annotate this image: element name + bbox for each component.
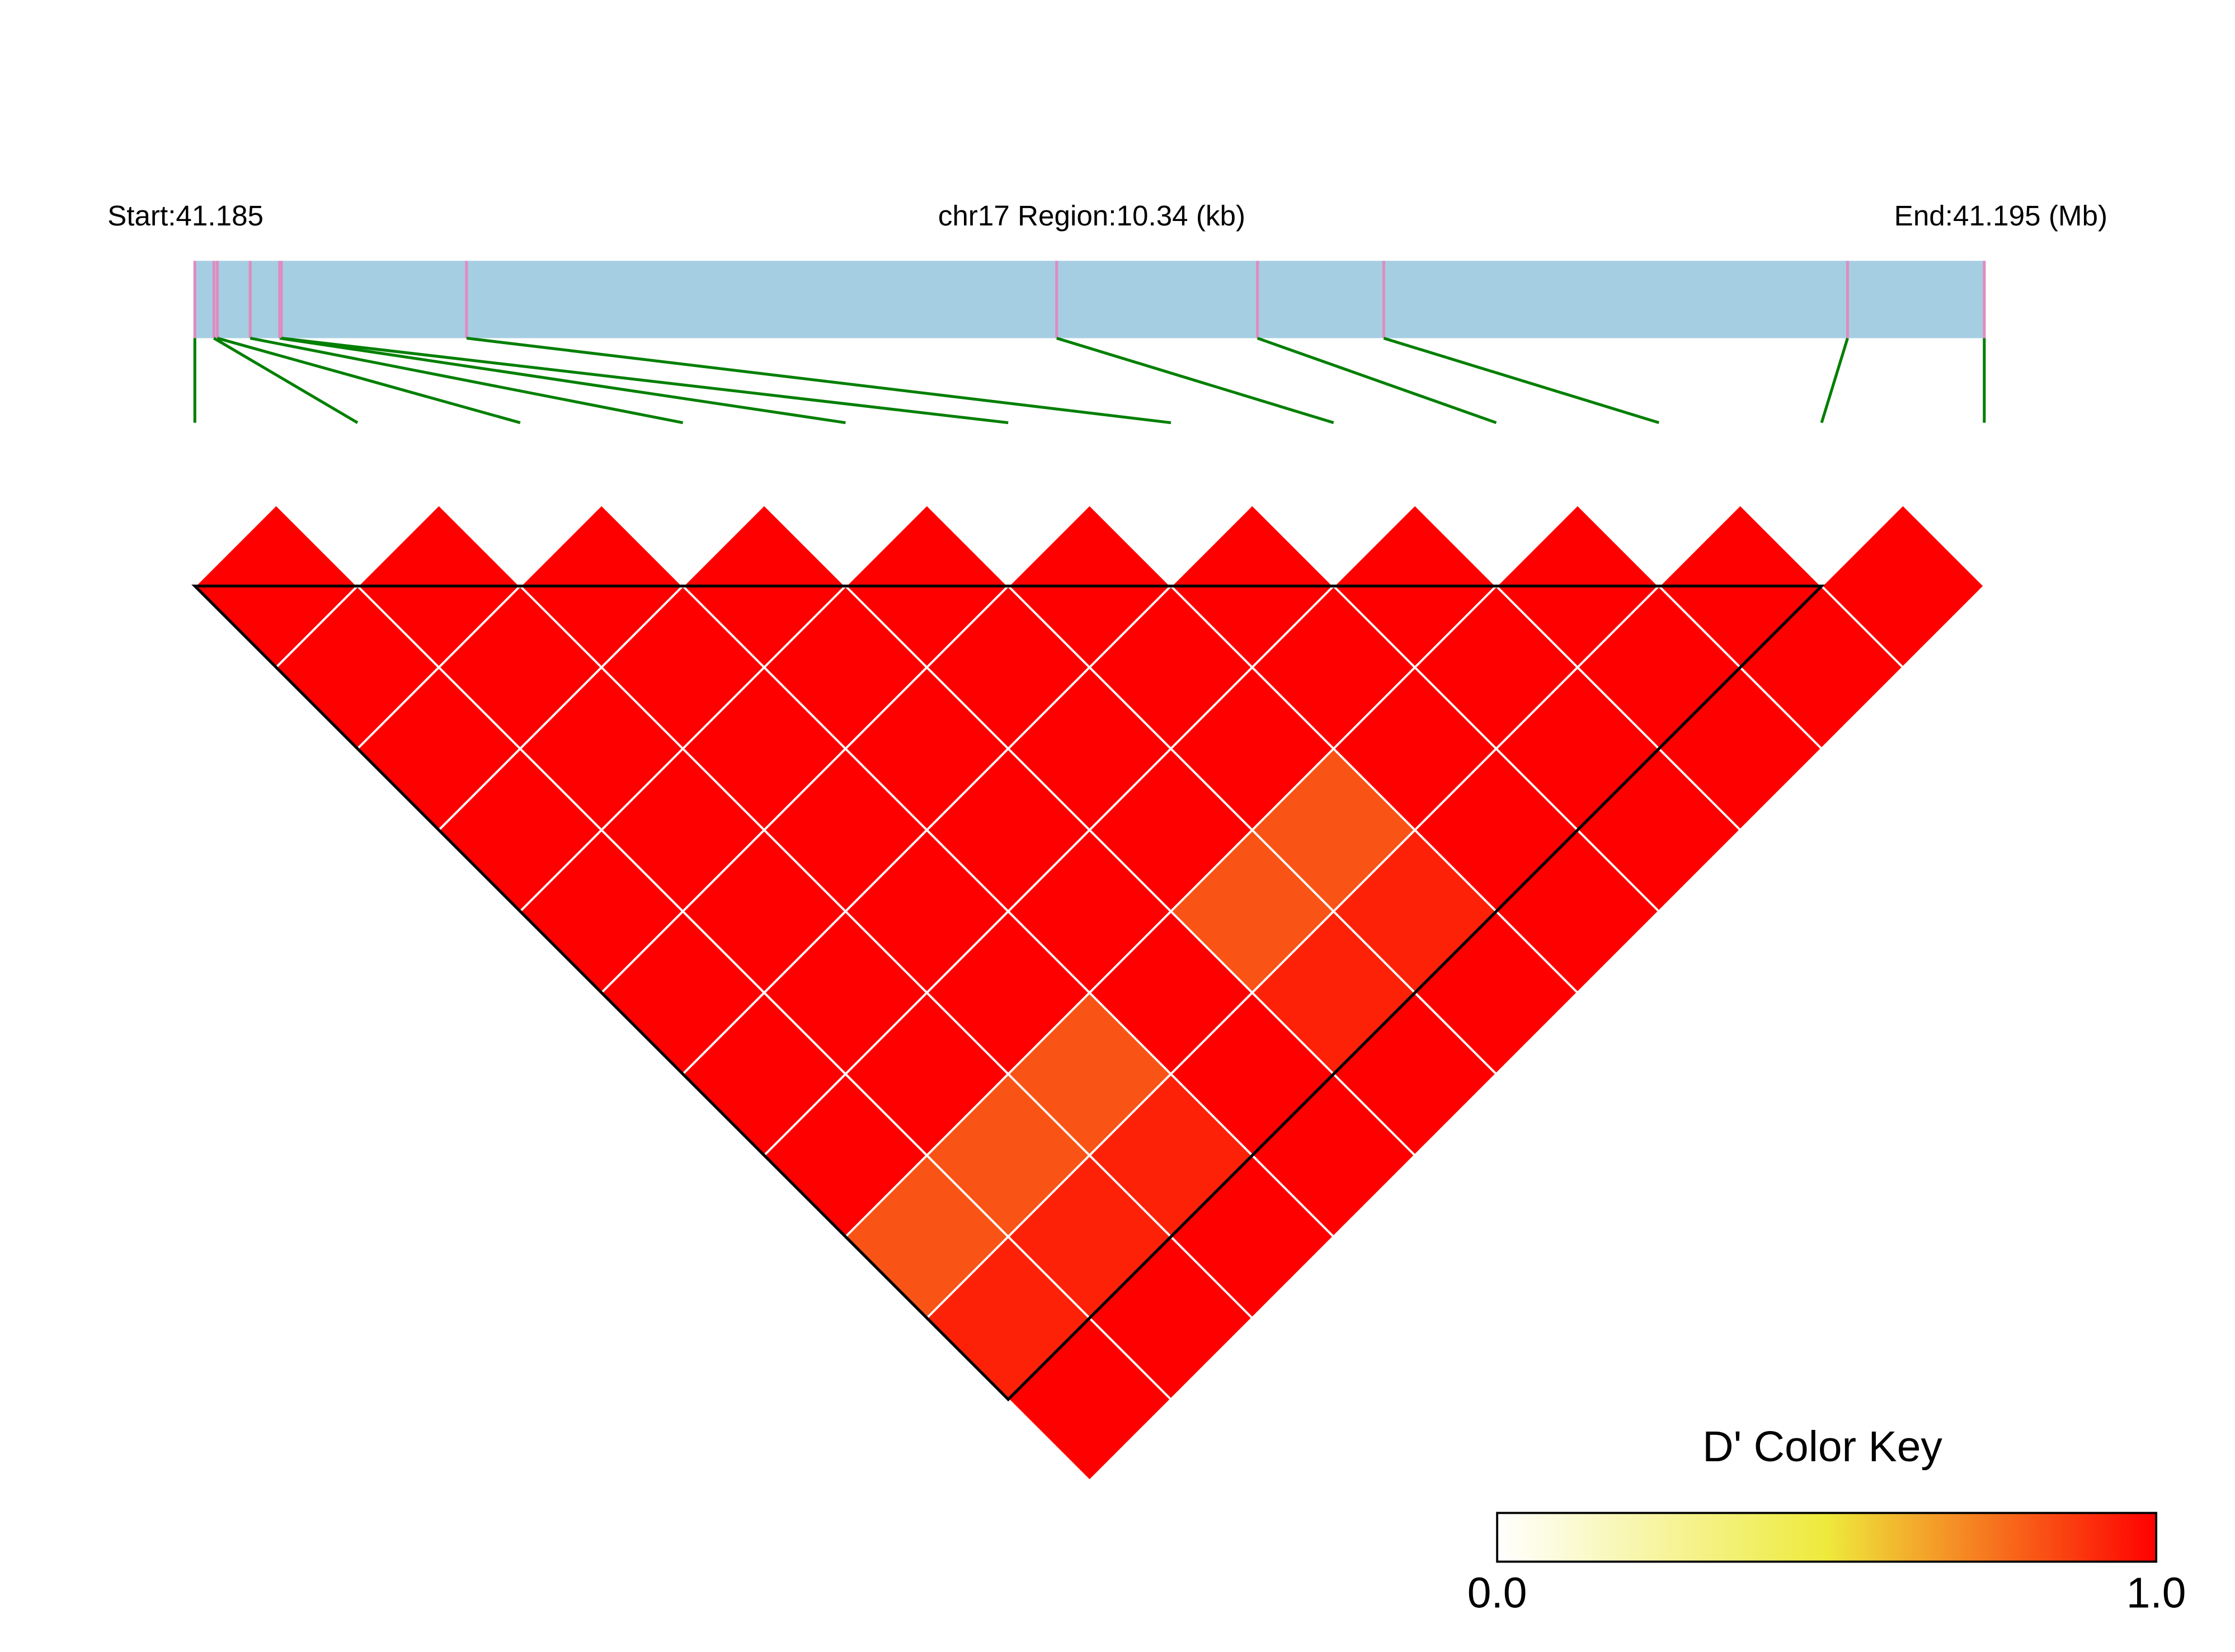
- region-bar: [195, 261, 1984, 338]
- key-tick-label: 0.0: [1467, 1569, 1527, 1617]
- snp-connector: [213, 337, 359, 424]
- snp-connector: [250, 337, 684, 425]
- snp-connector: [279, 336, 846, 425]
- snp-connector: [281, 336, 1009, 425]
- key-tick-label: 1.0: [2126, 1569, 2186, 1617]
- ld-cell: [1820, 503, 1986, 669]
- snp-connector: [1257, 337, 1497, 425]
- snp-connector: [1383, 337, 1660, 425]
- region-label: chr17 Region:10.34 (kb): [938, 200, 1245, 232]
- snp-connector: [1820, 337, 1849, 423]
- ld-block: [191, 584, 1825, 1402]
- snp-connector: [217, 337, 521, 425]
- start-label: Start:41.185: [107, 200, 264, 232]
- snp-connector: [466, 336, 1171, 425]
- color-key: [1496, 1512, 2158, 1563]
- end-label: End:41.195 (Mb): [1894, 200, 2107, 232]
- key-title: D' Color Key: [1702, 1423, 1942, 1471]
- snp-connector: [1056, 337, 1334, 425]
